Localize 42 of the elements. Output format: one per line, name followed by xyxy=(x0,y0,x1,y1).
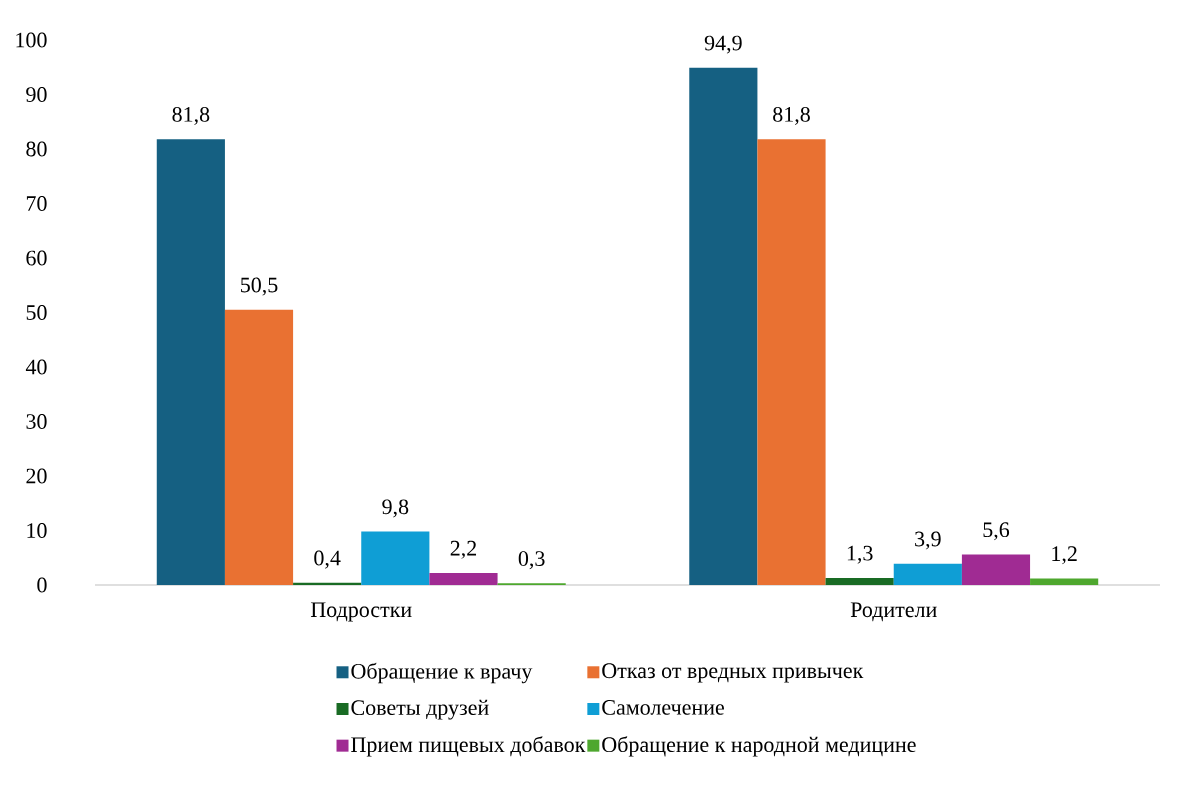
bar xyxy=(293,582,362,585)
data-label: 0,4 xyxy=(314,550,341,569)
y-tick-label: 10 xyxy=(27,523,47,538)
data-label: 50,5 xyxy=(241,277,278,296)
legend-label: Советы друзей xyxy=(351,699,489,720)
y-tick-label: 40 xyxy=(25,359,47,375)
y-tick-label: 100 xyxy=(16,32,47,48)
bar xyxy=(361,531,430,585)
bar xyxy=(825,577,894,585)
y-tick-label: 90 xyxy=(26,87,47,102)
y-tick-label: 30 xyxy=(26,414,47,429)
y-tick-label: 70 xyxy=(26,196,47,211)
bar xyxy=(156,139,225,585)
legend-label: Отказ от вредных привычек xyxy=(602,663,864,683)
x-tick-label: Подростки xyxy=(310,602,412,622)
y-tick-label: 20 xyxy=(26,468,47,484)
y-tick-label: 60 xyxy=(26,250,47,266)
legend-label: Прием пищевых добавок xyxy=(351,736,586,757)
y-tick-label: 50 xyxy=(26,305,47,320)
bar xyxy=(893,563,962,585)
data-label: 94,9 xyxy=(704,35,742,54)
y-tick-label: 80 xyxy=(26,141,47,157)
data-label: 1,2 xyxy=(1052,546,1077,565)
bar xyxy=(429,573,498,585)
data-label: 1,3 xyxy=(847,545,873,564)
bar xyxy=(1030,578,1099,585)
bar xyxy=(689,67,758,585)
data-label: 2,2 xyxy=(450,540,477,559)
legend-label: Обращение к врачу xyxy=(351,662,533,684)
x-tick-label: Родители xyxy=(850,602,937,622)
data-label: 81,8 xyxy=(172,106,210,125)
data-label: 5,6 xyxy=(983,522,1010,541)
y-tick-label: 0 xyxy=(37,577,47,593)
legend-label: Обращение к народной медицине xyxy=(602,736,916,757)
bar xyxy=(961,554,1031,585)
data-label: 0,3 xyxy=(518,551,545,570)
data-label: 3,9 xyxy=(915,531,941,550)
data-label: 9,8 xyxy=(382,499,409,518)
bar xyxy=(224,309,294,585)
bar xyxy=(757,139,826,585)
legend-label: Самолечение xyxy=(602,700,724,715)
data-label: 81,8 xyxy=(773,106,810,125)
